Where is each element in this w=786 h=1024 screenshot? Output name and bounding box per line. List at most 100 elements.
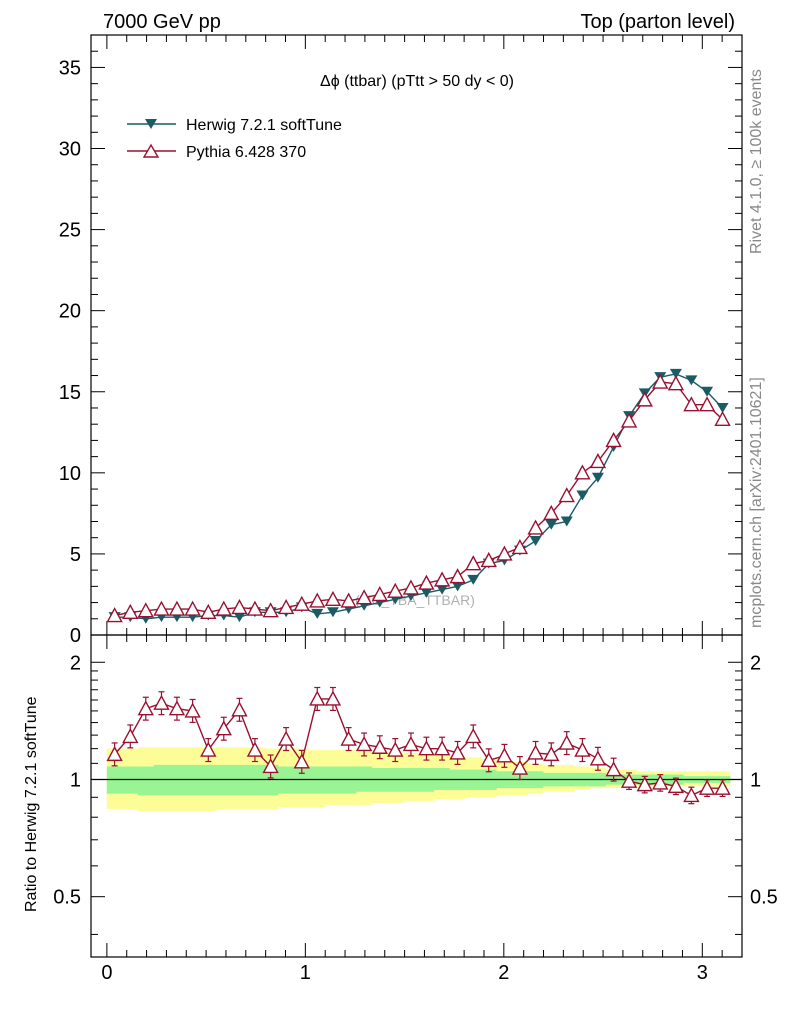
ratio-point — [106, 745, 123, 762]
ratio-y-tick-label-left: 2 — [70, 652, 81, 674]
pythia-point — [371, 585, 388, 602]
y-tick-label: 15 — [59, 382, 81, 404]
ratio-point — [262, 757, 279, 774]
ratio-y-tick-label-right: 2 — [750, 652, 761, 674]
y-tick-label: 20 — [59, 301, 81, 323]
ratio-point — [184, 702, 201, 718]
ratio-y-tick-label-left: 0.5 — [53, 887, 81, 909]
pythia-point — [667, 375, 685, 391]
mcplots-label: mcplots.cern.ch [arXiv:2401.10621] — [748, 377, 765, 628]
ratio-point — [714, 779, 731, 795]
ratio-point — [293, 753, 310, 769]
herwig-point — [451, 581, 464, 592]
pythia-point — [636, 391, 653, 407]
pythia-point — [558, 487, 575, 503]
pythia-point — [309, 592, 326, 608]
ratio-point — [355, 735, 373, 752]
ratio-y-tick-label-left: 1 — [70, 769, 81, 791]
ratio-point — [667, 777, 685, 794]
pythia-point — [293, 595, 310, 611]
ratio-point — [340, 730, 357, 746]
pythia-series-line — [114, 381, 724, 617]
pythia-point — [153, 600, 170, 616]
pythia-point — [340, 592, 357, 608]
ratio-point — [605, 761, 622, 777]
legend: Herwig 7.2.1 softTune Pythia 6.428 370 — [127, 117, 342, 161]
legend-pythia-marker — [142, 143, 160, 158]
ratio-point — [652, 774, 669, 790]
y-tick-label: 25 — [59, 220, 81, 242]
ratio-y-tick-label-right: 0.5 — [750, 887, 778, 909]
pythia-point — [620, 412, 638, 428]
ratio-point — [153, 694, 170, 710]
pythia-point — [465, 555, 482, 571]
y-tick-label: 30 — [59, 139, 81, 161]
x-tick-label: 1 — [300, 962, 311, 984]
pythia-point — [231, 598, 248, 615]
ratio-frame — [90, 634, 743, 958]
herwig-point — [591, 472, 604, 483]
herwig-point — [467, 574, 480, 585]
pythia-point — [200, 603, 217, 619]
herwig-point — [436, 584, 449, 595]
ratio-point — [168, 700, 186, 716]
ratio-point — [137, 700, 154, 716]
ratio-point — [636, 776, 653, 792]
ratio-point — [698, 779, 716, 795]
herwig-point — [326, 607, 339, 618]
ratio-point — [620, 772, 638, 788]
x-tick-label: 3 — [697, 962, 708, 984]
ratio-point — [480, 751, 497, 768]
ratio-point — [449, 744, 466, 760]
y-tick-label: 10 — [59, 463, 81, 485]
uncertainty-band-inner — [106, 764, 731, 796]
pythia-point — [277, 598, 295, 615]
herwig-point — [529, 535, 542, 546]
header-left: 7000 GeV pp — [103, 11, 221, 33]
ratio-point — [683, 786, 700, 803]
herwig-point — [311, 608, 324, 619]
pythia-point — [215, 600, 232, 616]
herwig-point — [420, 587, 433, 598]
rivet-label: Rivet 4.1.0, ≥ 100k events — [748, 69, 765, 254]
pythia-point — [543, 504, 560, 521]
ratio-point — [433, 740, 451, 756]
ratio-point — [371, 738, 388, 754]
x-tick-label: 2 — [498, 962, 509, 984]
chart-title: Δϕ (ttbar) (pTtt > 50 dy < 0) — [320, 73, 514, 90]
herwig-point — [560, 516, 573, 527]
ratio-point — [527, 744, 544, 760]
y-tick-label: 5 — [70, 544, 81, 566]
pythia-point — [387, 582, 404, 598]
pythia-point — [511, 538, 529, 555]
pythia-point — [527, 519, 544, 535]
ratio-point — [122, 727, 139, 744]
pythia-point — [262, 602, 279, 618]
ratio-point — [200, 741, 217, 757]
ratio-point — [511, 759, 529, 775]
pythia-point — [122, 603, 139, 619]
pythia-point — [683, 396, 700, 412]
ratio-y-axis-label: Ratio to Herwig 7.2.1 softTune — [23, 696, 40, 912]
pythia-point — [355, 589, 373, 605]
pythia-point — [589, 453, 607, 469]
ratio-point — [558, 734, 575, 750]
ratio-panel: 0.5 0.5 1 1 2 2 0 1 2 3 — [53, 634, 778, 984]
legend-pythia-label: Pythia 6.428 370 — [186, 144, 306, 161]
pythia-point — [480, 551, 497, 568]
ratio-point — [574, 741, 591, 757]
ratio-point — [543, 745, 560, 762]
herwig-series-line — [114, 373, 724, 620]
ratio-point — [402, 735, 420, 752]
y-tick-label: 35 — [59, 57, 81, 79]
ratio-point — [246, 741, 264, 757]
y-tick-label: 0 — [70, 625, 81, 647]
ratio-y-tick-label-right: 1 — [750, 769, 761, 791]
pythia-point — [184, 600, 201, 616]
legend-herwig-marker — [145, 119, 157, 129]
pythia-point — [496, 545, 513, 561]
pythia-point — [605, 431, 622, 448]
herwig-point — [669, 368, 682, 379]
pythia-point — [137, 602, 154, 618]
